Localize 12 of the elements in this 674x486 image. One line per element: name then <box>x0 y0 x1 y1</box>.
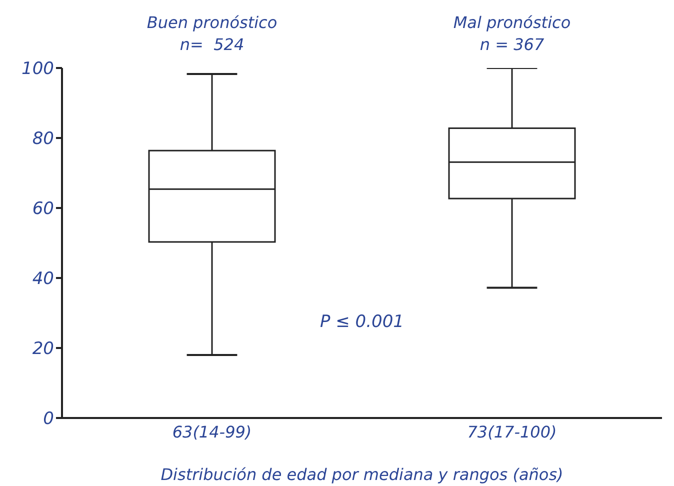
y-tick-label: 20 <box>32 339 54 360</box>
x-axis-title: Distribución de edad por mediana y rangos (años) <box>160 465 564 484</box>
text: Buen pronóstico n= 524 <box>146 13 278 54</box>
x-tick-label: 63(14-99) <box>172 422 252 442</box>
y-tick-label: 60 <box>32 199 54 220</box>
text: Mal pronóstico n = 367 <box>453 13 571 54</box>
x-tick-label: 73(17-100) <box>467 422 557 442</box>
annotation: P ≤ 0.001 <box>320 312 404 332</box>
y-tick-label: 100 <box>22 59 54 80</box>
y-tick-label: 0 <box>43 409 54 430</box>
y-tick-label: 80 <box>32 129 54 150</box>
y-tick-label: 40 <box>32 269 54 290</box>
